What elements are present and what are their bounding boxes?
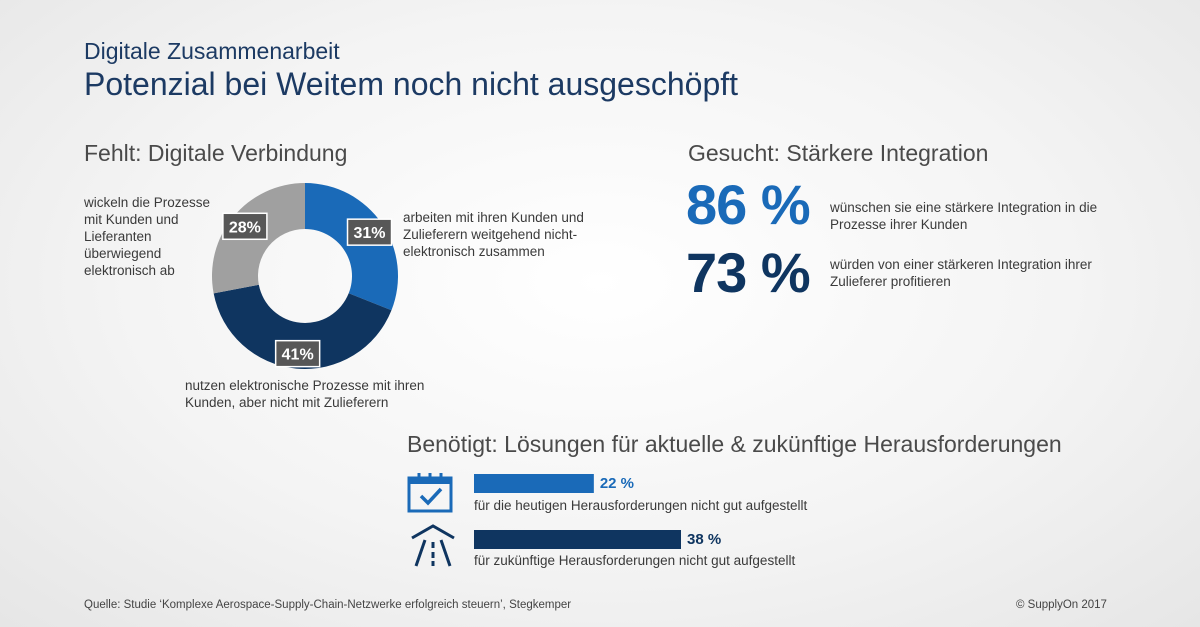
calendar-check-icon — [407, 473, 453, 513]
bar-future-text: für zukünftige Herausforderungen nicht g… — [474, 553, 796, 568]
bar-current-value-label: 22 % — [599, 475, 635, 492]
bar-current-challenges — [474, 474, 594, 493]
section-heading-digital-connection: Fehlt: Digitale Verbindung — [84, 140, 348, 166]
donut-value-label-41: 41% — [274, 339, 321, 368]
section-heading-integration: Gesucht: Stärkere Integration — [688, 140, 989, 166]
bar-chart-future — [474, 530, 681, 549]
donut-slice-31 — [305, 183, 398, 311]
page-title: Potenzial bei Weitem noch nicht ausgesch… — [84, 66, 739, 102]
stat-86-value: 86 % — [686, 173, 811, 236]
donut-slice-41 — [213, 284, 392, 369]
bar-future-value-label: 38 % — [687, 531, 722, 548]
svg-text:41%: 41% — [282, 347, 314, 364]
copyright-note: © SupplyOn 2017 — [1016, 599, 1107, 611]
road-icon — [411, 524, 455, 567]
bar-future-challenges — [474, 530, 681, 549]
donut-value-label-31: 31% — [346, 218, 393, 246]
source-note: Quelle: Studie ‘Komplexe Aerospace-Suppl… — [84, 599, 572, 611]
section-heading-solutions: Benötigt: Lösungen für aktuelle & zukünf… — [407, 431, 1062, 457]
stat-73-text: würden von einer stärkeren Integration i… — [830, 257, 1092, 289]
page-subtitle: Digitale Zusammenarbeit — [84, 38, 340, 64]
donut-chart: 31% 41% 28% — [212, 183, 398, 369]
donut-label-28: wickeln die Prozesse mit Kunden und Lief… — [84, 195, 211, 278]
bar-current-text: für die heutigen Herausforderungen nicht… — [474, 498, 808, 513]
svg-text:28%: 28% — [229, 219, 261, 236]
bar-chart-current — [474, 474, 594, 493]
stat-73-value: 73 % — [686, 241, 811, 304]
donut-label-41: nutzen elektronische Prozesse mit ihren … — [185, 378, 425, 410]
stat-86-text: wünschen sie eine stärkere Integration i… — [830, 200, 1098, 232]
donut-label-31: arbeiten mit ihren Kunden und Zulieferer… — [403, 210, 584, 259]
donut-value-label-28: 28% — [222, 212, 268, 241]
svg-text:31%: 31% — [353, 225, 385, 242]
